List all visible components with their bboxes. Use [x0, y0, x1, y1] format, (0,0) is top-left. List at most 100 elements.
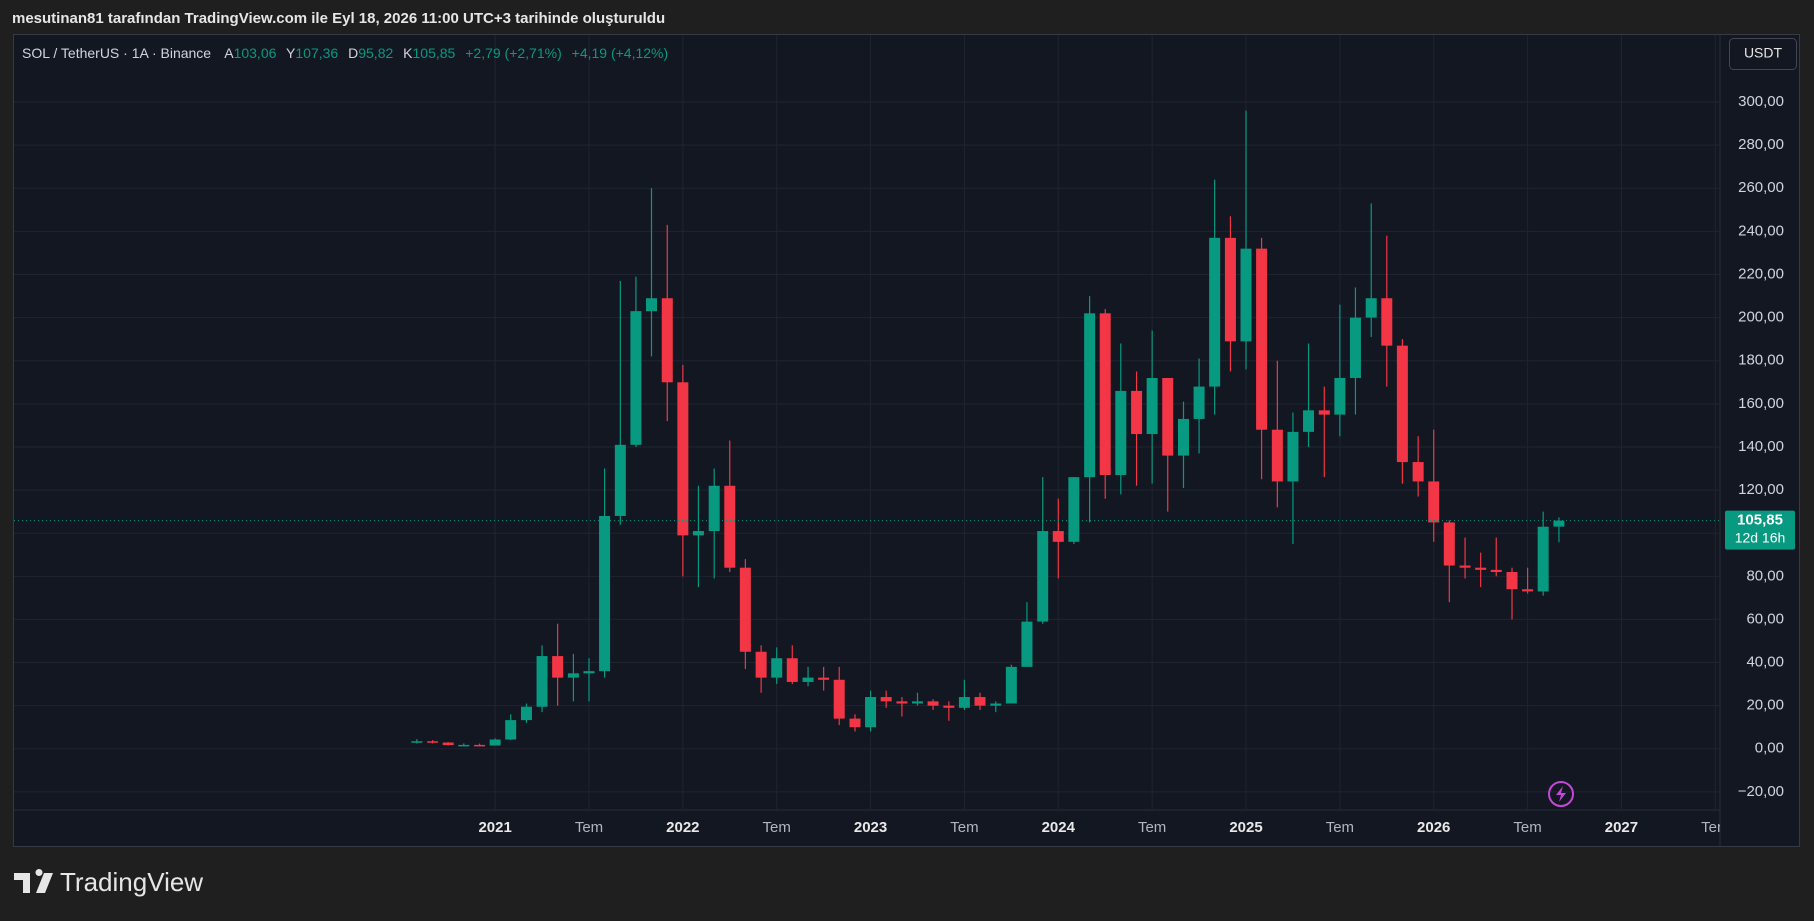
- candle-body: [1052, 531, 1064, 542]
- x-tick-label: Tem: [950, 819, 978, 836]
- candle-body: [489, 739, 501, 746]
- legend-change-period: +4,19 (+4,12%): [572, 45, 669, 61]
- legend-value: 107,36: [295, 45, 338, 61]
- header-text: mesutinan81 tarafından TradingView.com i…: [12, 10, 665, 27]
- candle-body: [833, 679, 845, 719]
- y-tick-label: 40,00: [1746, 654, 1784, 671]
- candle-body: [1271, 429, 1283, 482]
- candle-body: [771, 658, 783, 678]
- x-tick-label: Tem: [1326, 819, 1354, 836]
- candle-body: [411, 741, 423, 743]
- candle-body: [1193, 386, 1205, 419]
- candle-body: [1287, 431, 1299, 482]
- y-tick-label: −20,00: [1738, 783, 1784, 800]
- legend-value: 103,06: [234, 45, 277, 61]
- candle-body: [583, 671, 595, 674]
- candle-body: [1099, 313, 1111, 475]
- logo: TradingView: [14, 867, 203, 897]
- candle-body: [739, 567, 751, 652]
- y-tick-label: 280,00: [1738, 136, 1784, 153]
- candle-body: [1240, 248, 1252, 342]
- y-tick-label: 240,00: [1738, 222, 1784, 239]
- candle-body: [1522, 589, 1534, 592]
- candle-body: [1224, 237, 1236, 342]
- candle-body: [552, 656, 564, 678]
- candle-body: [1318, 410, 1330, 415]
- candle-body: [1428, 481, 1440, 523]
- candle-body: [520, 706, 532, 721]
- currency-button[interactable]: [1729, 38, 1797, 70]
- price-label-box: [1725, 510, 1795, 550]
- y-tick-label: 60,00: [1746, 610, 1784, 627]
- candle-body: [708, 485, 720, 532]
- candle-body: [927, 701, 939, 706]
- candle-body: [958, 697, 970, 708]
- x-tick-label: 2024: [1042, 819, 1076, 836]
- x-tick-label: Tem: [1513, 819, 1541, 836]
- y-tick-label: 300,00: [1738, 93, 1784, 110]
- y-tick-label: 200,00: [1738, 309, 1784, 326]
- legend-value: 95,82: [358, 45, 393, 61]
- candle-body: [458, 744, 470, 747]
- candle-body: [692, 531, 704, 536]
- y-tick-label: 20,00: [1746, 697, 1784, 714]
- y-tick-label: 260,00: [1738, 179, 1784, 196]
- candle-body: [1490, 569, 1502, 573]
- candle-body: [505, 720, 517, 740]
- candle-body: [536, 656, 548, 707]
- y-tick-label: 180,00: [1738, 352, 1784, 369]
- candle-body: [974, 697, 986, 706]
- candle-body: [1475, 567, 1487, 570]
- candle-body: [1537, 526, 1549, 592]
- legend-key: Y: [286, 45, 296, 61]
- x-tick-label: 2025: [1229, 819, 1262, 836]
- candle-body: [786, 658, 798, 682]
- candle-body: [567, 673, 579, 678]
- y-tick-label: 120,00: [1738, 481, 1784, 498]
- candle-body: [1131, 390, 1143, 435]
- candle-body: [1459, 565, 1471, 568]
- candle-body: [849, 718, 861, 728]
- y-tick-label: 160,00: [1738, 395, 1784, 412]
- candle-body: [1506, 572, 1518, 590]
- legend-key: D: [348, 45, 358, 61]
- currency-label[interactable]: USDT: [1744, 45, 1783, 61]
- candle-body: [1553, 520, 1565, 527]
- candle-body: [1037, 531, 1049, 622]
- candle-body: [755, 651, 767, 678]
- x-tick-label: 2021: [478, 819, 511, 836]
- logo-text: TradingView: [60, 867, 203, 897]
- candle-body: [1256, 248, 1268, 430]
- alert-icon: [1548, 781, 1574, 807]
- legend-value: 105,85: [413, 45, 456, 61]
- candle-body: [645, 298, 657, 312]
- legend-key: A: [224, 45, 234, 61]
- candle-body: [1396, 345, 1408, 463]
- candle-body: [802, 677, 814, 682]
- legend: SOL / TetherUS · 1A · Binance A103,06 Y1…: [22, 45, 668, 61]
- candle-body: [1162, 377, 1174, 456]
- time-axis: 2021 Tem 2022 Tem 2023 Tem 2024 Tem 2025 Tem 2026 T…: [478, 819, 1729, 836]
- candle-body: [1115, 390, 1127, 475]
- legend-change: +2,79 (+2,71%): [465, 45, 562, 61]
- candle-body: [1209, 237, 1221, 387]
- candle-body: [896, 701, 908, 704]
- candle-body: [943, 705, 955, 708]
- candle-body: [818, 677, 830, 680]
- candle-body: [724, 485, 736, 568]
- x-tick-label: Tem: [1701, 819, 1729, 836]
- candle-body: [911, 701, 923, 704]
- y-tick-label: 0,00: [1755, 740, 1784, 757]
- candle-body: [427, 741, 439, 743]
- x-tick-label: 2027: [1605, 819, 1638, 836]
- candle-body: [1412, 462, 1424, 482]
- candle-body: [1334, 377, 1346, 415]
- x-tick-label: Tem: [575, 819, 603, 836]
- x-tick-label: 2023: [854, 819, 887, 836]
- candle-body: [1021, 621, 1033, 667]
- candle-body: [865, 697, 877, 728]
- legend-symbol: SOL / TetherUS · 1A · Binance: [22, 45, 211, 61]
- candle-body: [1005, 666, 1017, 704]
- legend-key: K: [403, 45, 413, 61]
